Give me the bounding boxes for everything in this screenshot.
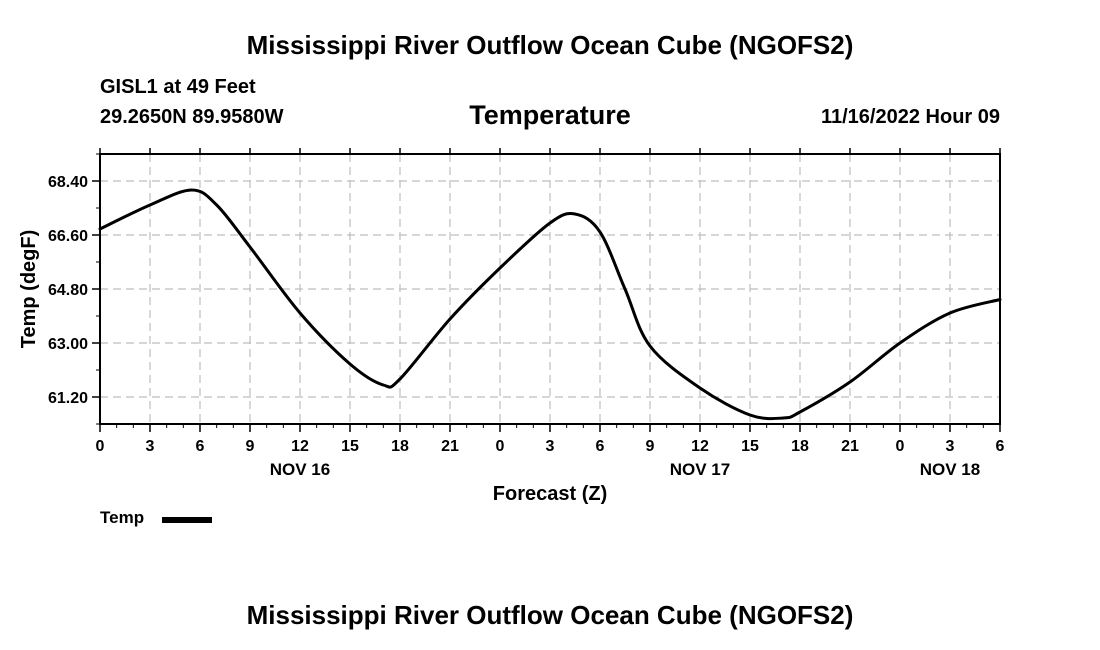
- y-tick-label: 61.20: [48, 390, 88, 407]
- x-tick-label: 21: [441, 438, 459, 455]
- legend-label: Temp: [100, 508, 145, 527]
- x-tick-label: 15: [341, 438, 359, 455]
- legend-line-swatch: [162, 517, 212, 523]
- y-axis-label: Temp (degF): [18, 230, 40, 349]
- x-tick-label: 15: [741, 438, 759, 455]
- y-tick-label: 66.60: [48, 228, 88, 245]
- x-tick-label: 9: [646, 438, 655, 455]
- x-tick-label: 0: [496, 438, 505, 455]
- x-tick-label: 18: [791, 438, 809, 455]
- x-tick-label: 9: [246, 438, 255, 455]
- station-label: GISL1 at 49 Feet: [100, 76, 256, 98]
- day-label: NOV 18: [920, 460, 980, 479]
- chart-title: Temperature: [469, 100, 631, 130]
- x-tick-label: 3: [546, 438, 555, 455]
- y-tick-label: 68.40: [48, 174, 88, 191]
- x-tick-label: 6: [596, 438, 605, 455]
- day-label: NOV 17: [670, 460, 730, 479]
- x-tick-label: 6: [196, 438, 205, 455]
- day-labels: NOV 16 NOV 17 NOV 18: [270, 460, 980, 479]
- y-axis: 61.20 63.00 64.80 66.60 68.40: [48, 153, 100, 425]
- day-label: NOV 16: [270, 460, 330, 479]
- x-tick-label: 3: [946, 438, 955, 455]
- y-tick-label: 63.00: [48, 336, 88, 353]
- grid: [100, 154, 1000, 424]
- x-tick-label: 12: [291, 438, 309, 455]
- x-tick-label: 6: [996, 438, 1005, 455]
- x-tick-label: 12: [691, 438, 709, 455]
- x-tick-label: 0: [96, 438, 105, 455]
- x-tick-label: 3: [146, 438, 155, 455]
- footer-title: Mississippi River Outflow Ocean Cube (NG…: [246, 600, 854, 630]
- x-axis-label: Forecast (Z): [493, 483, 607, 505]
- x-tick-label: 21: [841, 438, 859, 455]
- series-layer: [98, 188, 1002, 421]
- x-axis: 0 3 6 9 12 15 18 21 0 3 6 9 12 15 18 21 0 3 6: [96, 148, 1005, 455]
- y-tick-label: 64.80: [48, 282, 88, 299]
- x-tick-label: 18: [391, 438, 409, 455]
- datetime-label: 11/16/2022 Hour 09: [820, 106, 1000, 128]
- x-tick-label: 0: [896, 438, 905, 455]
- main-title: Mississippi River Outflow Ocean Cube (NG…: [246, 30, 854, 60]
- coordinates-label: 29.2650N 89.9580W: [100, 106, 284, 128]
- series-line-temp: [98, 188, 1002, 421]
